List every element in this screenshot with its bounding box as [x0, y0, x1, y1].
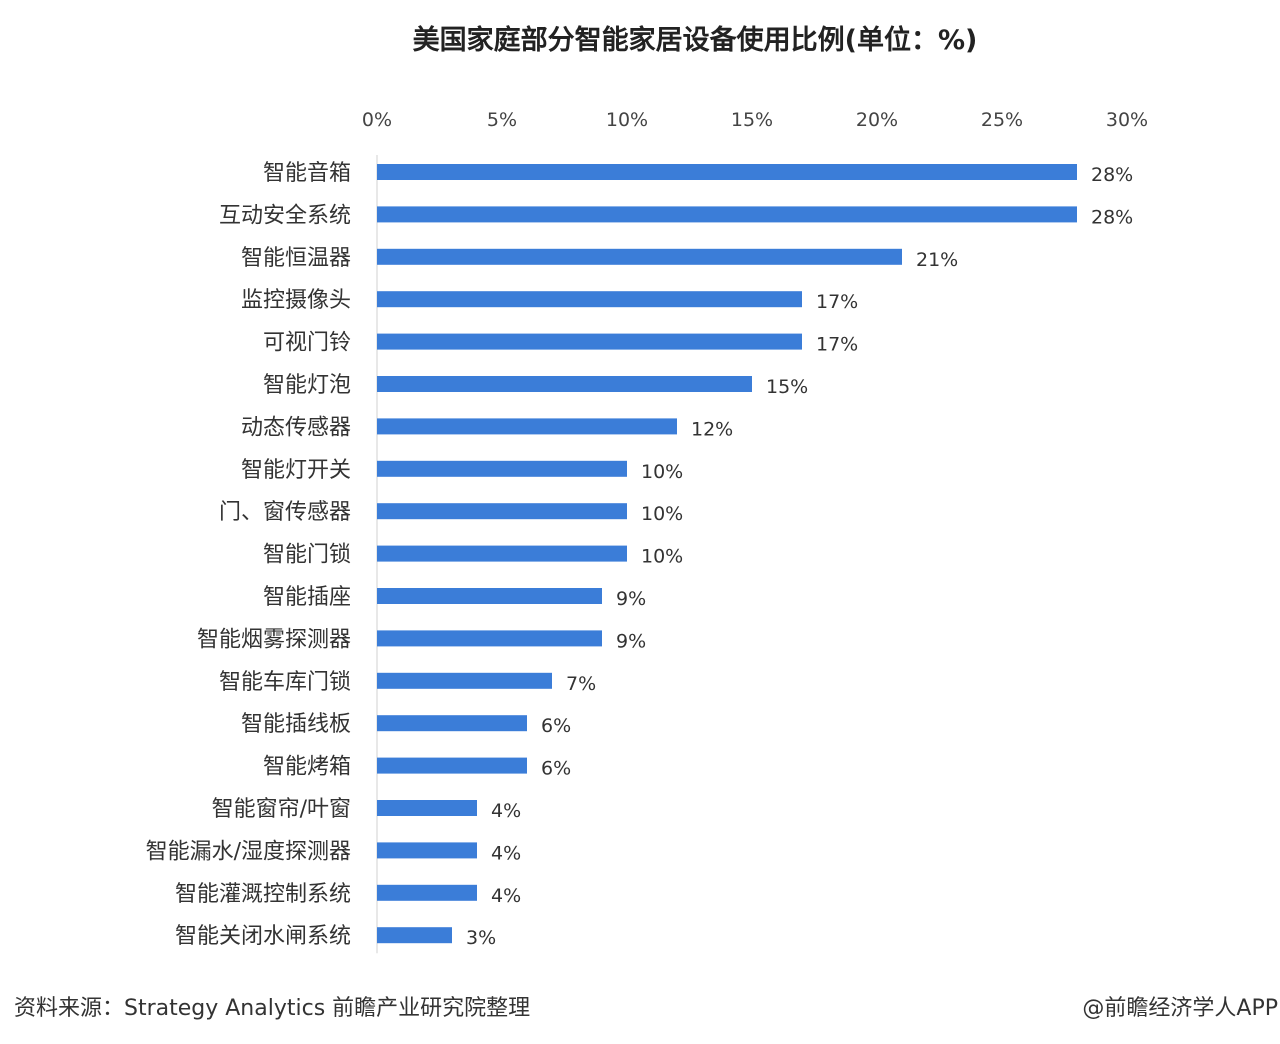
value-label: 10%: [641, 503, 683, 525]
bar: [377, 715, 527, 732]
value-labels: 28% 28% 21% 17% 17% 15% 12% 10% 10% 10% 9% 9% 7% 6% 6%…: [466, 164, 1133, 949]
value-label: 4%: [491, 800, 521, 822]
category-label: 监控摄像头: [241, 288, 351, 313]
x-axis-ticks: 0% 5% 10% 15% 20% 25% 30%: [362, 109, 1148, 131]
value-label: 10%: [641, 461, 683, 483]
bar: [377, 376, 752, 392]
category-label: 智能车库门锁: [219, 670, 351, 695]
category-label: 智能漏水/湿度探测器: [146, 839, 351, 864]
value-label: 6%: [541, 758, 571, 780]
x-tick-label: 10%: [606, 109, 648, 131]
bar: [377, 927, 452, 944]
bar: [377, 630, 602, 647]
value-label: 10%: [641, 546, 683, 568]
source-note: 资料来源：Strategy Analytics 前瞻产业研究院整理: [14, 996, 531, 1021]
category-label: 智能灯泡: [263, 373, 351, 398]
value-label: 9%: [616, 630, 646, 652]
value-label: 21%: [916, 249, 958, 271]
x-tick-label: 25%: [981, 109, 1023, 131]
bar: [377, 588, 602, 604]
value-label: 4%: [491, 842, 521, 864]
bar: [377, 842, 477, 859]
bar: [377, 418, 677, 435]
brand-mark: @前瞻经济学人APP: [1082, 996, 1278, 1021]
value-label: 3%: [466, 927, 496, 949]
bar: [377, 545, 627, 562]
bar: [377, 460, 627, 477]
value-label: 17%: [816, 291, 858, 313]
bar: [377, 503, 627, 520]
category-label: 智能烟雾探测器: [197, 627, 351, 652]
category-label: 智能插线板: [241, 712, 351, 737]
value-label: 17%: [816, 334, 858, 356]
bar: [377, 206, 1077, 223]
category-label: 智能门锁: [263, 543, 351, 568]
x-tick-label: 15%: [731, 109, 773, 131]
category-labels: 智能音箱互动安全系统智能恒温器监控摄像头可视门铃智能灯泡动态传感器智能灯开关门、…: [146, 161, 351, 949]
category-label: 智能插座: [263, 585, 351, 610]
bar: [377, 672, 552, 689]
category-label: 门、窗传感器: [219, 500, 351, 525]
category-label: 互动安全系统: [219, 203, 351, 228]
value-label: 4%: [491, 885, 521, 907]
bar: [377, 757, 527, 774]
chart-title: 美国家庭部分智能家居设备使用比例(单位：%): [412, 25, 978, 56]
bar: [377, 291, 802, 308]
bars: [377, 164, 1077, 944]
bar: [377, 333, 802, 350]
value-label: 6%: [541, 715, 571, 737]
bar: [377, 164, 1077, 180]
category-label: 动态传感器: [241, 415, 351, 440]
bar: [377, 248, 902, 265]
value-label: 28%: [1091, 164, 1133, 186]
x-tick-label: 20%: [856, 109, 898, 131]
category-label: 智能烤箱: [263, 755, 351, 780]
value-label: 9%: [616, 588, 646, 610]
bar: [377, 800, 477, 816]
x-tick-label: 0%: [362, 109, 392, 131]
x-tick-label: 30%: [1106, 109, 1148, 131]
category-label: 可视门铃: [263, 331, 351, 356]
category-label: 智能关闭水闸系统: [175, 924, 351, 949]
category-label: 智能窗帘/叶窗: [212, 797, 351, 822]
category-label: 智能灌溉控制系统: [175, 882, 351, 907]
value-label: 7%: [566, 673, 596, 695]
value-label: 15%: [766, 376, 808, 398]
category-label: 智能恒温器: [241, 246, 351, 271]
category-label: 智能灯开关: [241, 458, 351, 483]
value-label: 28%: [1091, 206, 1133, 228]
x-tick-label: 5%: [487, 109, 517, 131]
bar: [377, 884, 477, 901]
category-label: 智能音箱: [263, 161, 351, 186]
value-label: 12%: [691, 418, 733, 440]
